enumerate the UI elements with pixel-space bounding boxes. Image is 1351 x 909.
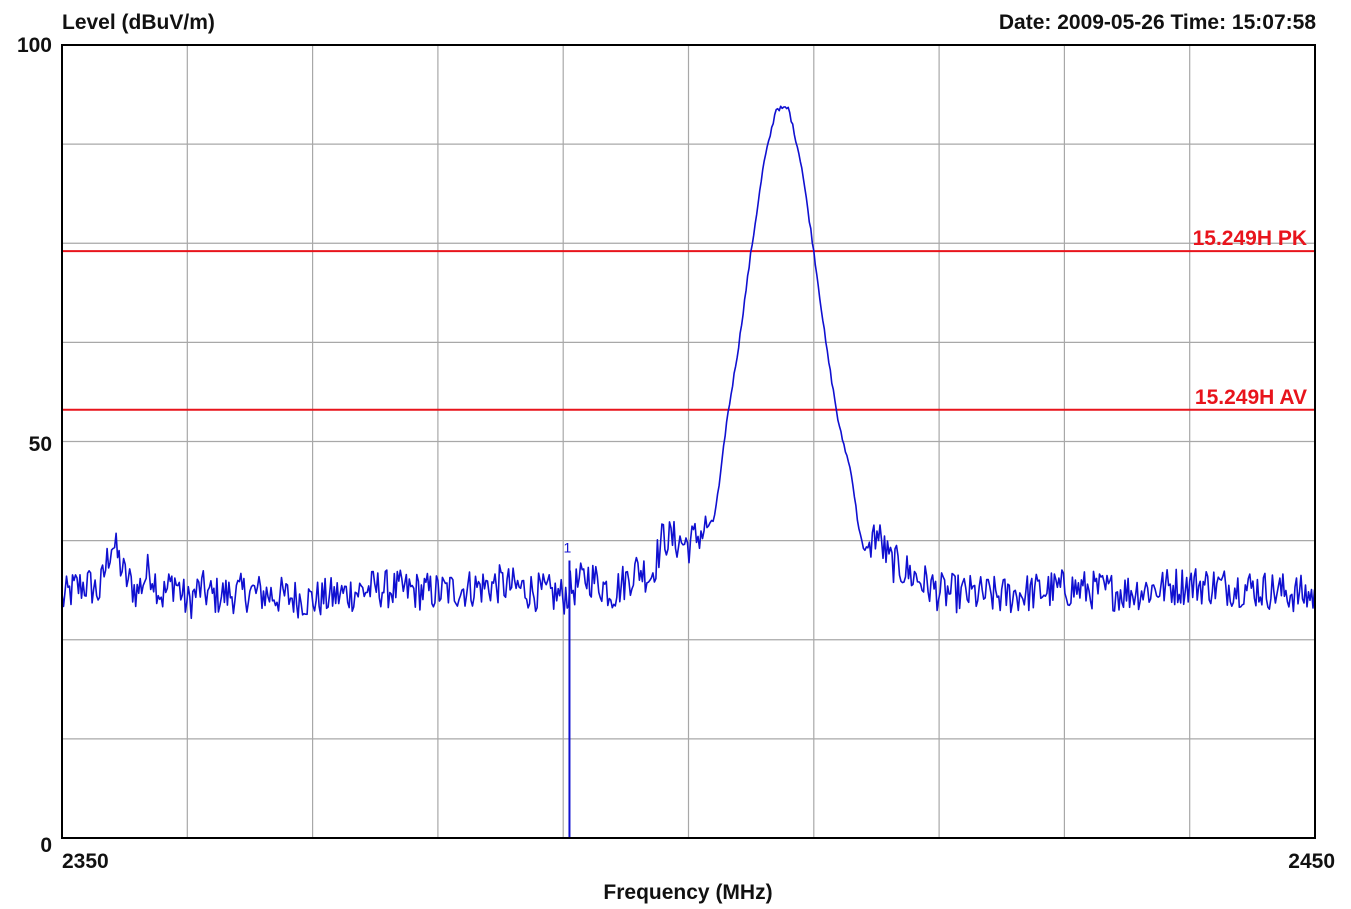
y-axis-label: Level (dBuV/m) bbox=[62, 11, 215, 34]
spectrum-trace bbox=[61, 105, 1316, 620]
marker-layer: 1 bbox=[563, 540, 571, 838]
y-tick-label-100: 100 bbox=[17, 34, 52, 57]
limit-line-label: 15.249H AV bbox=[1195, 386, 1307, 409]
trace-layer bbox=[61, 105, 1316, 620]
x-tick-label-2350: 2350 bbox=[62, 850, 109, 873]
marker-label: 1 bbox=[563, 540, 571, 556]
timestamp: Date: 2009-05-26 Time: 15:07:58 bbox=[999, 11, 1316, 34]
plot-frame bbox=[61, 44, 1316, 839]
x-axis-label: Frequency (MHz) bbox=[603, 881, 772, 904]
y-tick-label-0: 0 bbox=[40, 834, 52, 857]
limit-line-label: 15.249H PK bbox=[1193, 227, 1307, 250]
y-tick-label-50: 50 bbox=[29, 433, 52, 456]
grid bbox=[62, 45, 1315, 838]
limit-lines: 15.249H PK 15.249H AV bbox=[62, 227, 1315, 411]
x-tick-label-2450: 2450 bbox=[1288, 850, 1335, 873]
